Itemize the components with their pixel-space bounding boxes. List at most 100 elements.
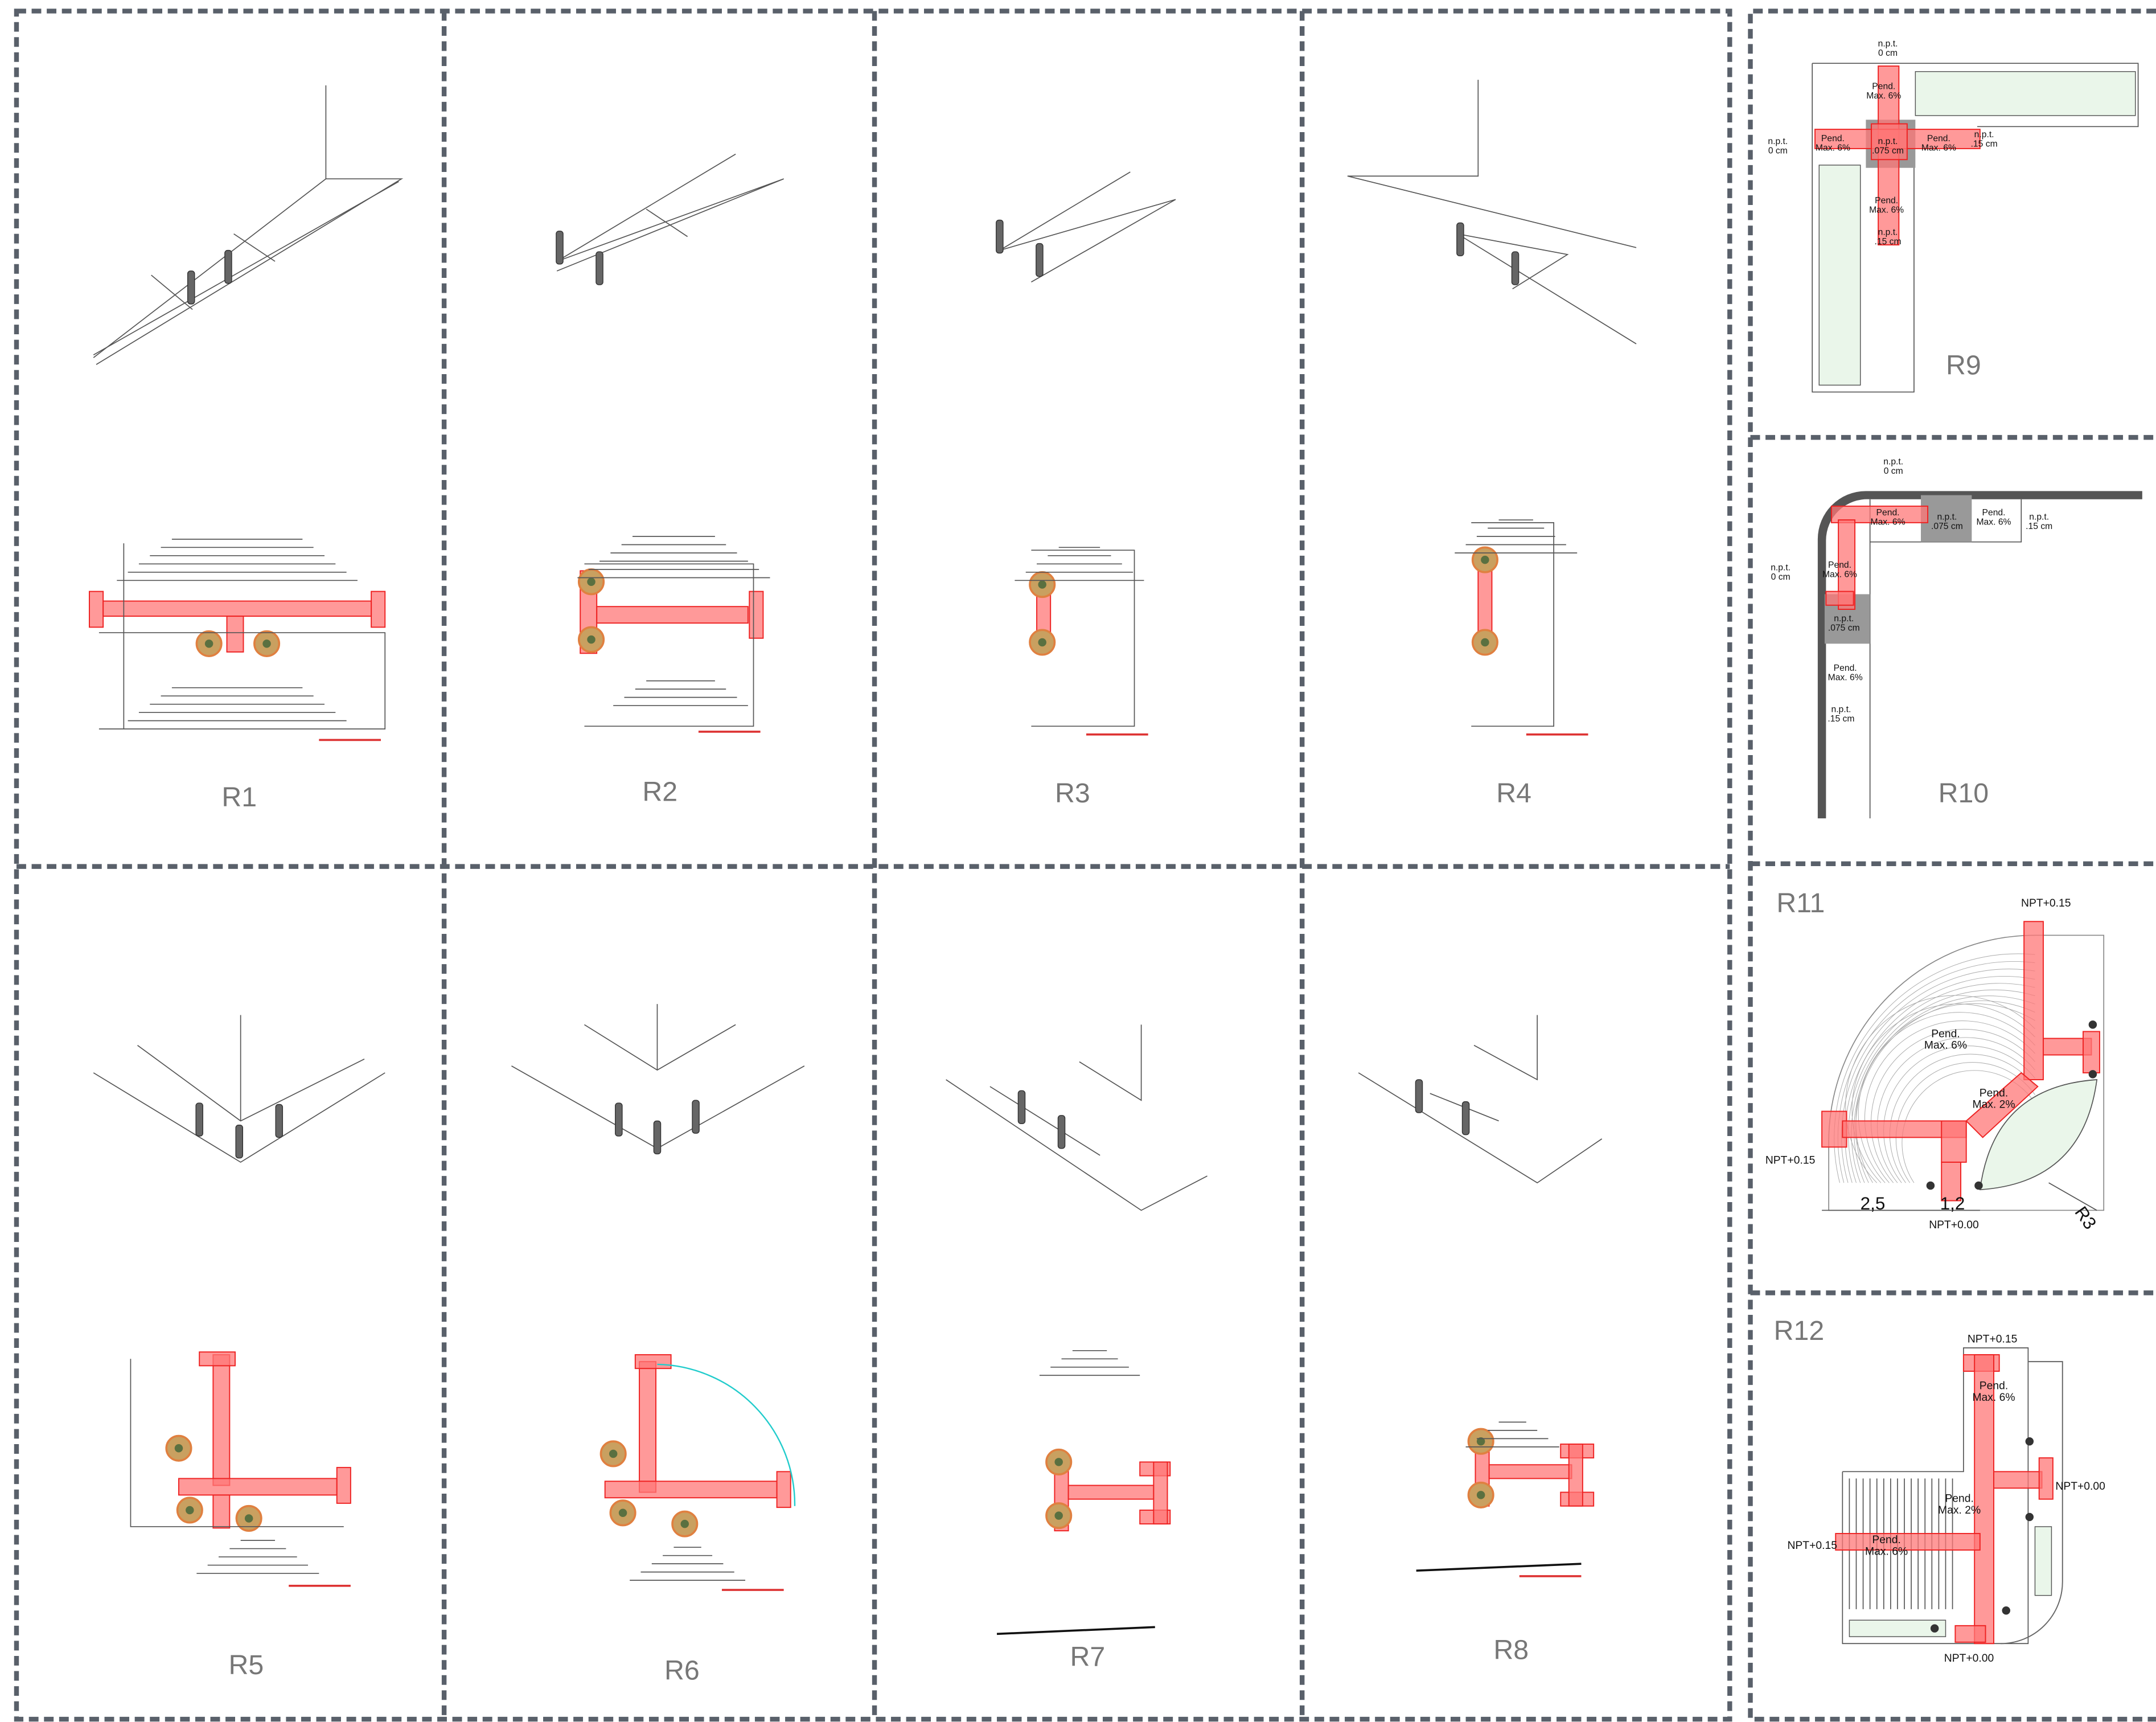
ramp-strip bbox=[212, 1354, 231, 1486]
annotation: .15 cm bbox=[1971, 139, 1998, 149]
bollard bbox=[556, 231, 564, 265]
ramp-strip bbox=[226, 616, 244, 653]
ramp-hatch bbox=[1864, 1020, 2035, 1183]
sketch-line bbox=[93, 1072, 385, 1163]
bollard-core bbox=[618, 1508, 627, 1518]
annotation: Pend. bbox=[1980, 1087, 2008, 1099]
annotation: Pend. bbox=[1875, 196, 1898, 206]
plan-outline bbox=[130, 1359, 344, 1527]
ramp-strip bbox=[1954, 1625, 1986, 1643]
ramp-strip bbox=[178, 1478, 338, 1496]
bollard-core bbox=[1476, 1491, 1485, 1499]
ramp-hatch bbox=[1855, 1003, 2035, 1183]
bollard bbox=[692, 1100, 700, 1134]
sketch-line bbox=[93, 181, 399, 355]
bollard-plan bbox=[2088, 1020, 2097, 1029]
landing bbox=[1921, 495, 1972, 542]
bollard bbox=[195, 1102, 203, 1137]
ramp-strip bbox=[1871, 123, 1908, 161]
bollard-core bbox=[174, 1444, 183, 1453]
planter bbox=[1818, 165, 1861, 386]
annotation: NPT+0.15 bbox=[2021, 897, 2071, 909]
sketch-line bbox=[96, 178, 404, 365]
annotation: n.p.t. bbox=[1974, 130, 1994, 140]
ground-line bbox=[1416, 1563, 1582, 1572]
bollard bbox=[1036, 243, 1044, 277]
bollard bbox=[1511, 251, 1520, 285]
sketch-line bbox=[989, 1086, 1100, 1156]
bollard-core bbox=[1481, 555, 1489, 564]
annotation: NPT+0.15 bbox=[1765, 1155, 1816, 1167]
planter bbox=[2034, 1526, 2052, 1596]
panel-label: R11 bbox=[1776, 888, 1825, 919]
plan-outline bbox=[584, 563, 754, 727]
ramp-hatch bbox=[1851, 1003, 2035, 1183]
bollard bbox=[275, 1104, 284, 1138]
bollard bbox=[1461, 1101, 1470, 1135]
ramp-strip bbox=[1941, 1161, 1962, 1202]
annotation: Max. 2% bbox=[1972, 1099, 2015, 1111]
panel-borders bbox=[14, 9, 2156, 1722]
sketch-line bbox=[1457, 233, 1637, 345]
ramp-hatch bbox=[1858, 1012, 2035, 1183]
plan-outline bbox=[1812, 63, 2139, 128]
annotation: 0 cm bbox=[1884, 466, 1903, 476]
bollard-plan bbox=[1926, 1181, 1935, 1190]
sketch-line bbox=[151, 274, 193, 310]
ramp-strip bbox=[2083, 1031, 2100, 1073]
bollard bbox=[187, 270, 195, 305]
panel-label: R5 bbox=[228, 1650, 264, 1680]
bollard-core bbox=[680, 1519, 689, 1528]
annotation: .15 cm bbox=[1875, 237, 1902, 247]
ramp-strip bbox=[1941, 1120, 1967, 1163]
sketch-line bbox=[999, 171, 1131, 251]
annotation: NPT+0.15 bbox=[1968, 1334, 2018, 1346]
bollard-core bbox=[1481, 638, 1489, 647]
bollard-core bbox=[262, 639, 271, 648]
panel-label: R1 bbox=[221, 782, 257, 813]
ramp-strip bbox=[1153, 1461, 1168, 1525]
panel-label: R10 bbox=[1939, 778, 1989, 809]
ramp-hatch bbox=[1889, 1053, 2035, 1183]
bollard bbox=[615, 1102, 623, 1137]
ramp-strip bbox=[2023, 921, 2044, 1080]
annotation: 2,5 bbox=[1861, 1194, 1886, 1213]
annotation: .075 cm bbox=[1872, 146, 1904, 155]
annotation: n.p.t. bbox=[1878, 137, 1898, 146]
annotation: 0 cm bbox=[1771, 572, 1790, 582]
ramp-strip bbox=[639, 1361, 657, 1493]
annotation: n.p.t. bbox=[1768, 137, 1788, 146]
bollard-core bbox=[1038, 580, 1046, 589]
plan-outline bbox=[1031, 550, 1135, 727]
bollard bbox=[653, 1120, 662, 1155]
annotation: n.p.t. bbox=[1831, 704, 1851, 714]
plan-outline bbox=[1471, 522, 1554, 727]
ramp-strip bbox=[604, 1481, 778, 1499]
panel-label: R4 bbox=[1496, 778, 1531, 809]
panel-label: R9 bbox=[1946, 350, 1981, 381]
ramp-strip bbox=[596, 606, 749, 624]
bollard-core bbox=[244, 1514, 253, 1523]
bollard bbox=[996, 219, 1004, 254]
sketch-line bbox=[646, 208, 688, 237]
annotation: .15 cm bbox=[2026, 522, 2052, 531]
bollard-core bbox=[1054, 1458, 1063, 1466]
panel-label: R3 bbox=[1055, 778, 1090, 809]
ramp-strip bbox=[1835, 1533, 1981, 1551]
bollard-plan bbox=[2002, 1606, 2010, 1615]
bollard bbox=[1456, 222, 1464, 257]
annotation: Max. 6% bbox=[1869, 205, 1904, 215]
ramp-hatch bbox=[1883, 1046, 2035, 1183]
annotation: NPT+0.00 bbox=[1929, 1219, 1979, 1231]
annotation: .075 cm bbox=[1931, 522, 1963, 531]
panel-label: R6 bbox=[664, 1655, 700, 1686]
ramp-strip bbox=[776, 1471, 791, 1508]
curb-curve bbox=[2001, 1361, 2063, 1645]
sketch-line bbox=[137, 1044, 365, 1122]
sketch-line bbox=[1457, 233, 1569, 290]
sketch-line bbox=[556, 153, 736, 262]
annotation: 0 cm bbox=[1768, 146, 1788, 155]
annotation: Pend. bbox=[1982, 508, 2006, 518]
